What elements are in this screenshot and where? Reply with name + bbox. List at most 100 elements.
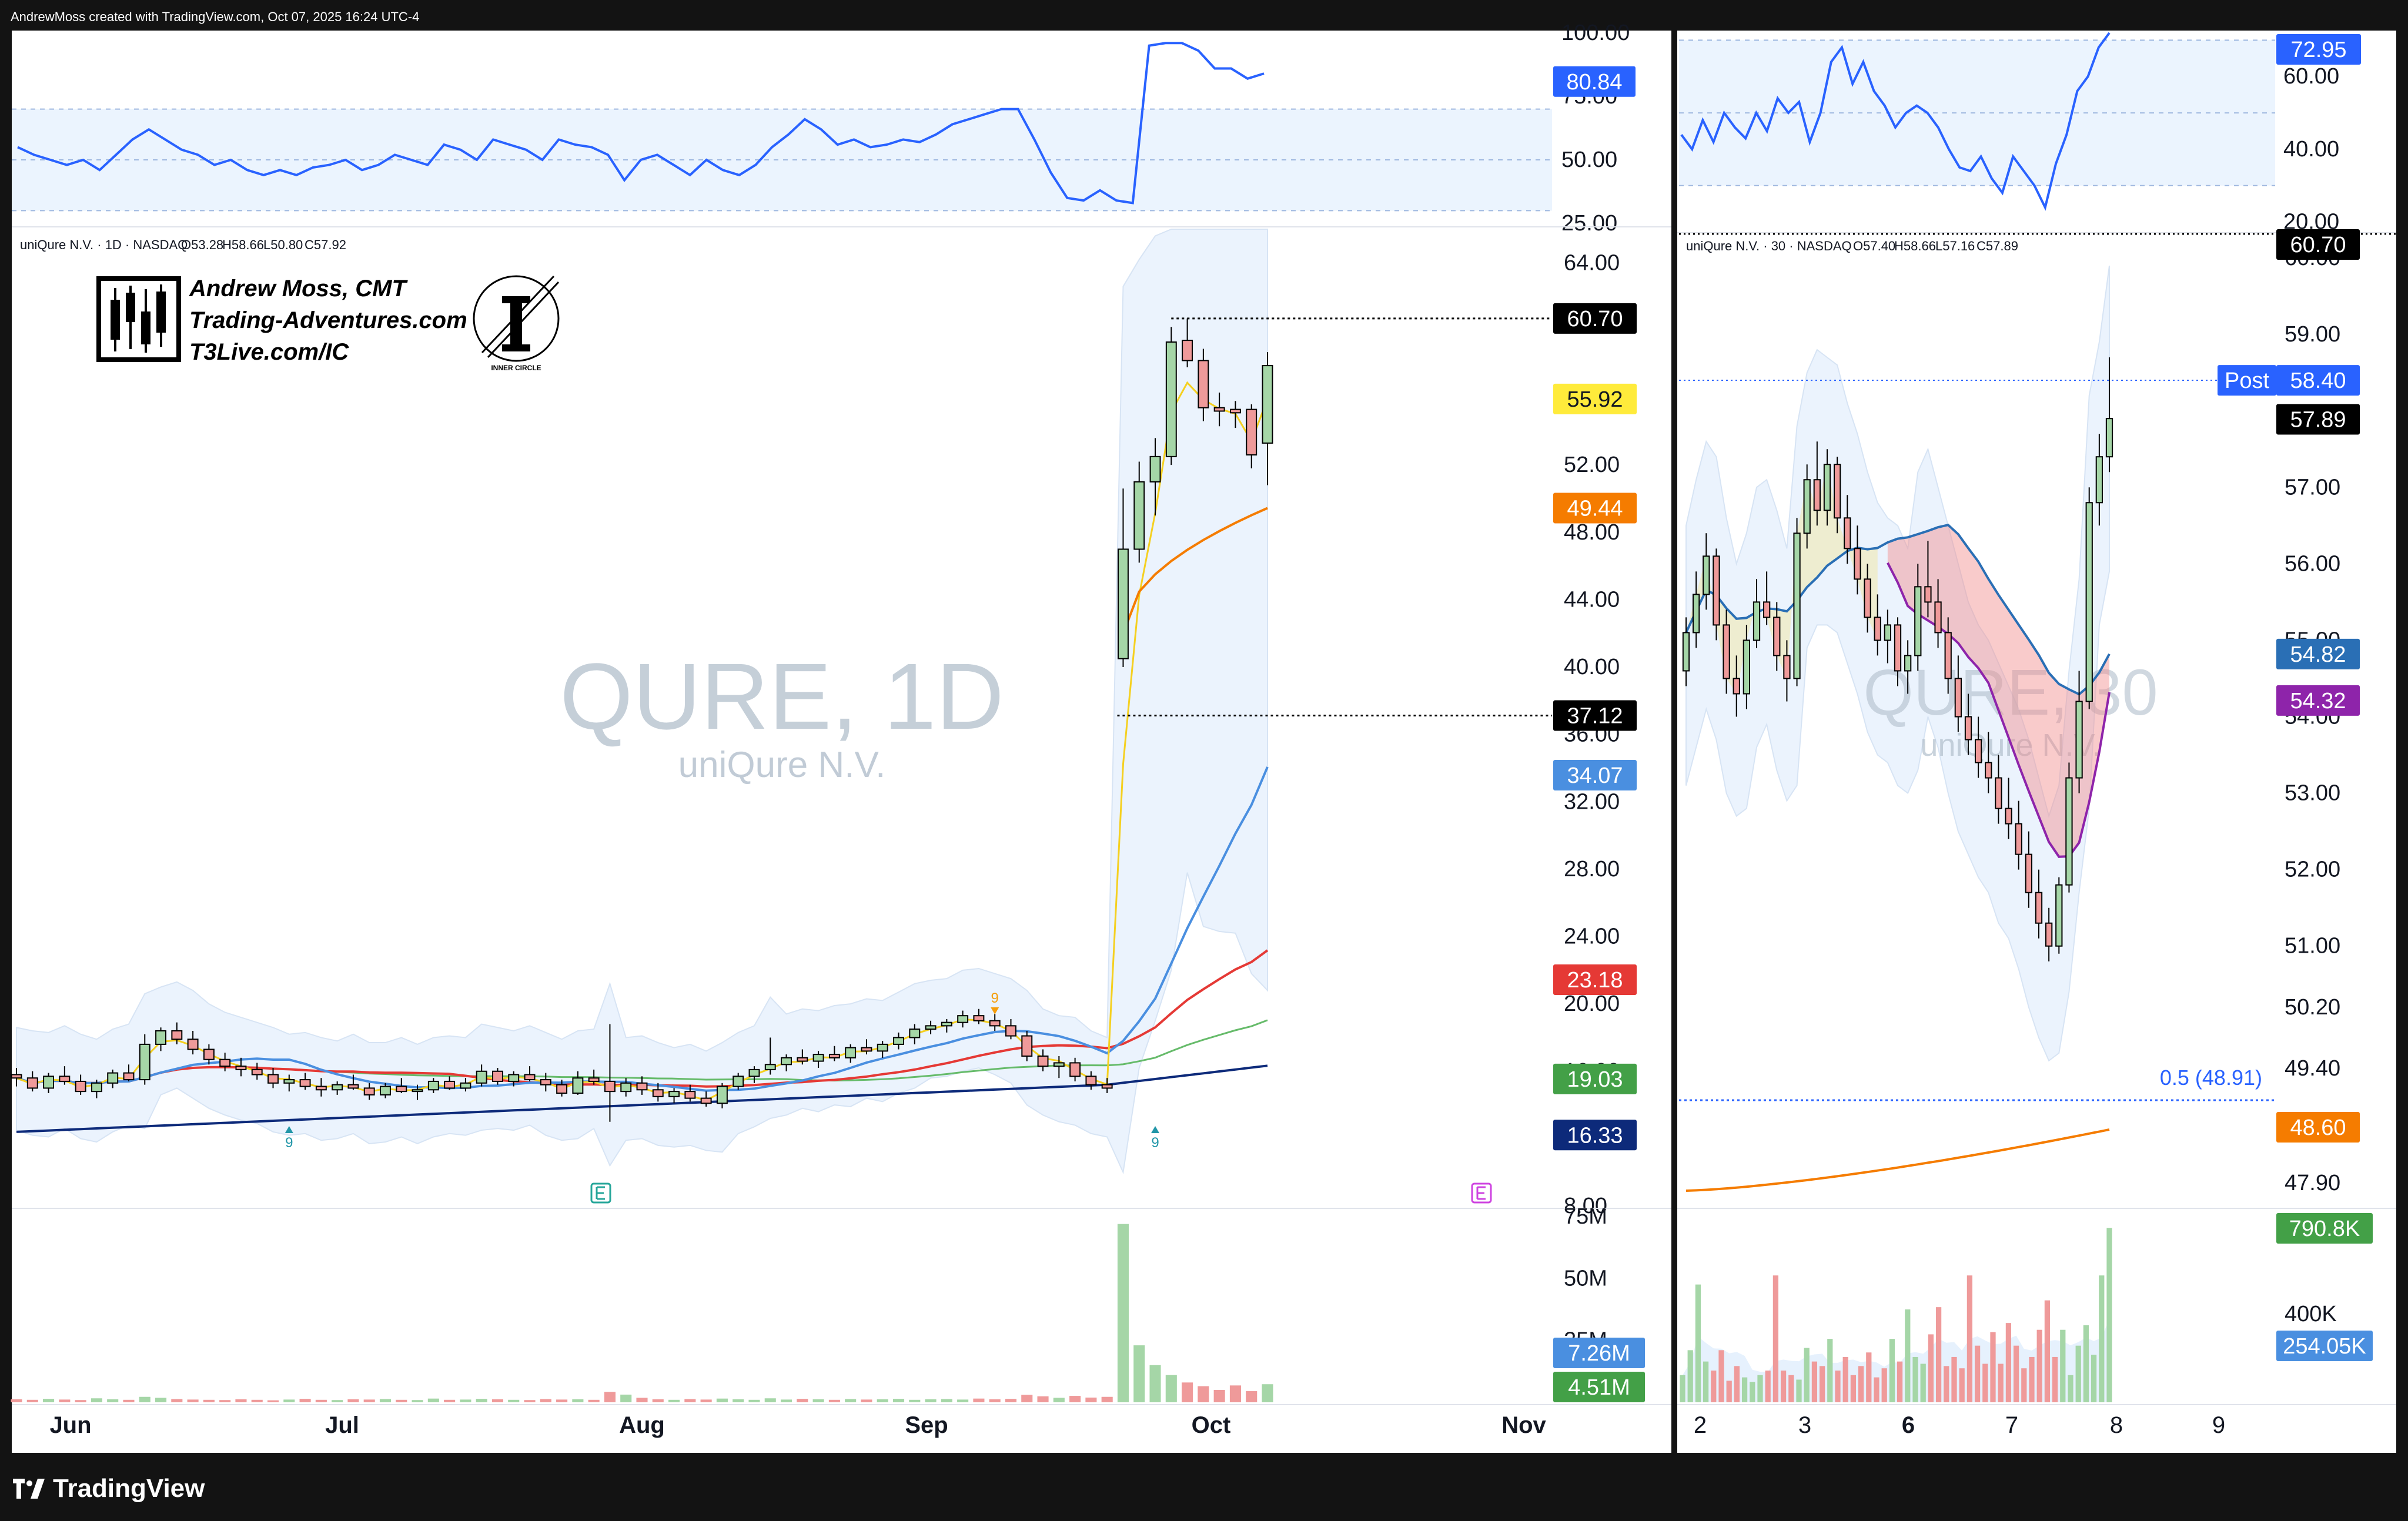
volume-bar <box>1966 1275 1973 1402</box>
volume-bar <box>1874 1377 1879 1402</box>
candle <box>1995 777 2002 809</box>
ema-orange-line <box>1122 507 1268 634</box>
intraday-ohlc-o: O57.40 <box>1853 239 1895 253</box>
candle <box>812 1054 824 1062</box>
daily-rsi-tick: 50.00 <box>1561 148 1617 172</box>
daily-price-tick: 32.00 <box>1564 789 1620 814</box>
volume-bar <box>1133 1345 1145 1402</box>
candle <box>973 1015 985 1021</box>
volume-bar <box>2029 1356 2035 1402</box>
volume-bar <box>684 1399 696 1402</box>
candle <box>828 1054 840 1058</box>
volume-bar <box>1796 1379 1802 1402</box>
panel-divider[interactable] <box>1671 31 1677 1453</box>
candle <box>2035 892 2043 924</box>
volume-bar <box>491 1399 504 1402</box>
sma-navy-badge-bg <box>1553 1120 1637 1151</box>
candle <box>1037 1055 1049 1067</box>
candle <box>283 1079 295 1084</box>
candle <box>460 1082 471 1089</box>
candle <box>1101 1084 1113 1089</box>
volume-bar <box>1765 1371 1771 1402</box>
candle <box>26 1077 38 1089</box>
volume-bar <box>1951 1356 1957 1402</box>
intraday-high-badge-bg <box>2276 229 2360 260</box>
volume-blue-badge: 254.05K <box>2283 1334 2366 1359</box>
candle <box>1723 624 1730 679</box>
volume-bar <box>347 1399 359 1402</box>
tradingview-logo-icon <box>13 1479 45 1499</box>
daily-time-axis: Jun Jul Aug Sep Oct Nov <box>49 1412 1546 1438</box>
volume-bar <box>941 1399 952 1402</box>
candle <box>1803 479 1811 534</box>
intraday-x-tick: 6 <box>1902 1412 1915 1438</box>
candle <box>957 1015 969 1023</box>
daily-x-tick: Oct <box>1192 1412 1231 1438</box>
daily-volume-tick: 50M <box>1564 1266 1607 1291</box>
daily-price-tick: 20.00 <box>1564 991 1620 1016</box>
candle <box>1133 481 1145 550</box>
volume-bar <box>1262 1384 1273 1402</box>
candle <box>1005 1025 1016 1037</box>
candle <box>91 1082 102 1093</box>
volume-bar <box>668 1399 680 1402</box>
volume-bar <box>1711 1371 1717 1402</box>
candle <box>684 1091 696 1099</box>
ema-orange-line <box>1685 1128 2110 1192</box>
daily-price-tick: 64.00 <box>1564 250 1620 275</box>
intraday-price-tick: 57.00 <box>2285 475 2340 500</box>
volume-bar <box>1734 1366 1740 1402</box>
intraday-x-tick: 9 <box>2212 1412 2225 1438</box>
candle <box>315 1086 327 1091</box>
volume-bar <box>780 1399 792 1402</box>
daily-chart-panel[interactable] <box>12 31 1673 1453</box>
volume-bar <box>1780 1371 1787 1402</box>
intraday-price-tick: 50.20 <box>2285 995 2340 1020</box>
volume-bar <box>1804 1348 1810 1402</box>
volume-bar <box>75 1400 86 1402</box>
intraday-rsi-tick: 60.00 <box>2283 64 2339 89</box>
volume-bar <box>892 1399 905 1402</box>
inner-circle-seal <box>473 275 560 362</box>
sma-green-badge: 19.03 <box>1567 1067 1623 1092</box>
td-sequential-mark: 9 <box>1151 1135 1159 1151</box>
ma-cloud <box>1686 464 1878 694</box>
rsi-band <box>1679 40 2275 186</box>
ma-cloud <box>1887 525 2109 857</box>
candle <box>1985 762 1992 779</box>
volume-bar <box>1858 1366 1864 1402</box>
volume-bar <box>219 1400 231 1402</box>
candle <box>1246 408 1257 455</box>
candle <box>2095 456 2103 504</box>
volume-bar <box>1687 1350 1693 1402</box>
volume-bar <box>620 1394 632 1402</box>
volume-bar <box>1695 1284 1701 1402</box>
candle <box>588 1077 600 1082</box>
daily-x-tick: Aug <box>619 1412 665 1438</box>
volume-bar <box>1959 1368 1965 1402</box>
volume-bar <box>1741 1377 1748 1402</box>
volume-bar <box>748 1399 760 1402</box>
daily-price-tick: 48.00 <box>1564 520 1620 545</box>
candle <box>1753 601 1761 641</box>
volume-bar <box>139 1396 150 1402</box>
tradingview-brand-text: TradingView <box>53 1474 205 1503</box>
sma-purple-badge-bg <box>2276 685 2360 716</box>
volume-bar <box>909 1399 921 1402</box>
candle <box>877 1043 888 1052</box>
candle <box>444 1080 456 1089</box>
candle <box>781 1057 792 1066</box>
tradingview-brand[interactable]: TradingView <box>13 1474 205 1503</box>
volume-bar <box>1726 1381 1732 1402</box>
candle <box>1894 624 1902 672</box>
chart-watermark: QURE, 1D <box>560 644 1004 749</box>
intraday-price-tick: 52.00 <box>2285 857 2340 882</box>
volume-bar <box>1718 1350 1724 1402</box>
post-label-bg <box>2218 365 2276 396</box>
volume-bar <box>1889 1339 1895 1402</box>
candle <box>1713 555 1720 626</box>
intraday-legend: uniQure N.V. · 30 · NASDAQ <box>1686 239 1852 253</box>
td-sequential-mark: 9 <box>991 990 999 1006</box>
